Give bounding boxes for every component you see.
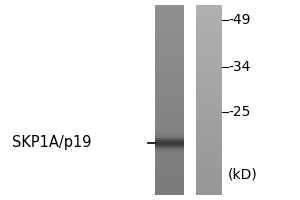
Text: SKP1A/p19: SKP1A/p19 (12, 136, 92, 150)
Text: -34: -34 (228, 60, 250, 74)
Text: -25: -25 (228, 105, 250, 119)
Text: -49: -49 (228, 13, 250, 27)
Text: (kD): (kD) (228, 168, 258, 182)
